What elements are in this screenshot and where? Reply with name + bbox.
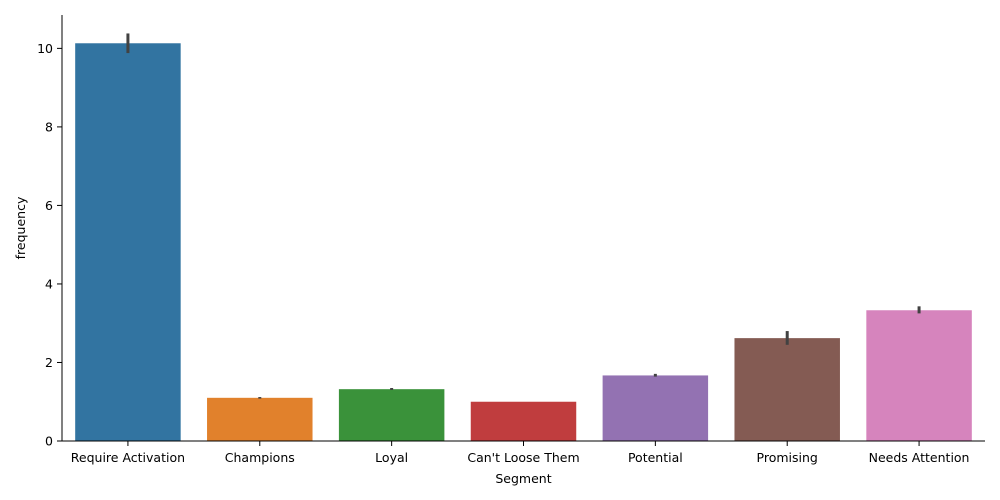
x-tick-label-0: Require Activation xyxy=(71,450,185,465)
bar-0 xyxy=(75,43,181,441)
y-tick-label-1: 2 xyxy=(45,355,53,370)
x-tick-label-1: Champions xyxy=(225,450,295,465)
y-axis-label: frequency xyxy=(13,196,28,259)
x-ticks-layer: Require Activation Champions Loyal Can't Lo… xyxy=(71,441,970,465)
x-axis-label: Segment xyxy=(495,471,551,486)
axes-layer xyxy=(61,15,985,442)
y-tick-label-5: 10 xyxy=(37,41,53,56)
y-tick-label-2: 4 xyxy=(45,276,53,291)
x-tick-label-4: Potential xyxy=(628,450,683,465)
x-tick-label-3: Can't Loose Them xyxy=(467,450,579,465)
y-tick-label-0: 0 xyxy=(45,434,53,449)
error-bars-layer xyxy=(126,33,921,399)
y-ticks-layer: 0 2 4 6 8 10 xyxy=(37,41,62,449)
bar-5 xyxy=(734,338,840,441)
bar-6 xyxy=(866,310,972,441)
bar-1 xyxy=(207,397,313,441)
bar-4 xyxy=(602,375,709,441)
y-tick-label-4: 8 xyxy=(45,119,53,134)
x-tick-label-2: Loyal xyxy=(375,450,408,465)
bar-2 xyxy=(338,389,445,441)
x-tick-label-6: Needs Attention xyxy=(869,450,970,465)
bars-layer xyxy=(75,43,972,441)
bar-3 xyxy=(470,401,577,441)
x-tick-label-5: Promising xyxy=(757,450,818,465)
y-tick-label-3: 6 xyxy=(45,198,53,213)
